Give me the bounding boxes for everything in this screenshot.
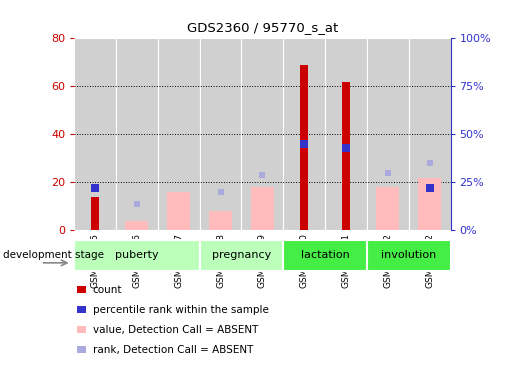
Bar <box>301 65 308 230</box>
Point <box>91 185 99 191</box>
Bar <box>376 187 399 230</box>
Text: value, Detection Call = ABSENT: value, Detection Call = ABSENT <box>93 325 258 335</box>
Bar <box>200 38 242 230</box>
Point <box>300 141 308 147</box>
Title: GDS2360 / 95770_s_at: GDS2360 / 95770_s_at <box>187 22 338 35</box>
Bar <box>367 38 409 230</box>
Text: percentile rank within the sample: percentile rank within the sample <box>93 305 269 315</box>
Bar <box>74 240 200 271</box>
Bar <box>418 177 441 230</box>
Point <box>216 189 225 195</box>
Text: lactation: lactation <box>301 250 349 260</box>
Point <box>426 160 434 166</box>
Bar <box>367 240 450 271</box>
Bar <box>283 240 367 271</box>
Bar <box>242 38 283 230</box>
Bar <box>158 38 200 230</box>
Bar <box>74 38 116 230</box>
Bar <box>209 211 232 230</box>
Text: count: count <box>93 285 122 295</box>
Point <box>342 145 350 151</box>
Bar <box>91 197 99 230</box>
Point <box>384 170 392 176</box>
Text: involution: involution <box>381 250 436 260</box>
Text: rank, Detection Call = ABSENT: rank, Detection Call = ABSENT <box>93 345 253 355</box>
Text: puberty: puberty <box>115 250 158 260</box>
Text: pregnancy: pregnancy <box>212 250 271 260</box>
Bar <box>200 240 283 271</box>
Bar <box>409 38 450 230</box>
Bar <box>251 187 274 230</box>
Point <box>258 172 267 178</box>
Bar <box>325 38 367 230</box>
Point <box>132 201 141 207</box>
Bar <box>342 81 350 230</box>
Bar <box>116 38 158 230</box>
Point <box>426 185 434 191</box>
Bar <box>283 38 325 230</box>
Bar <box>126 221 148 230</box>
Bar <box>167 192 190 230</box>
Text: development stage: development stage <box>3 250 104 260</box>
